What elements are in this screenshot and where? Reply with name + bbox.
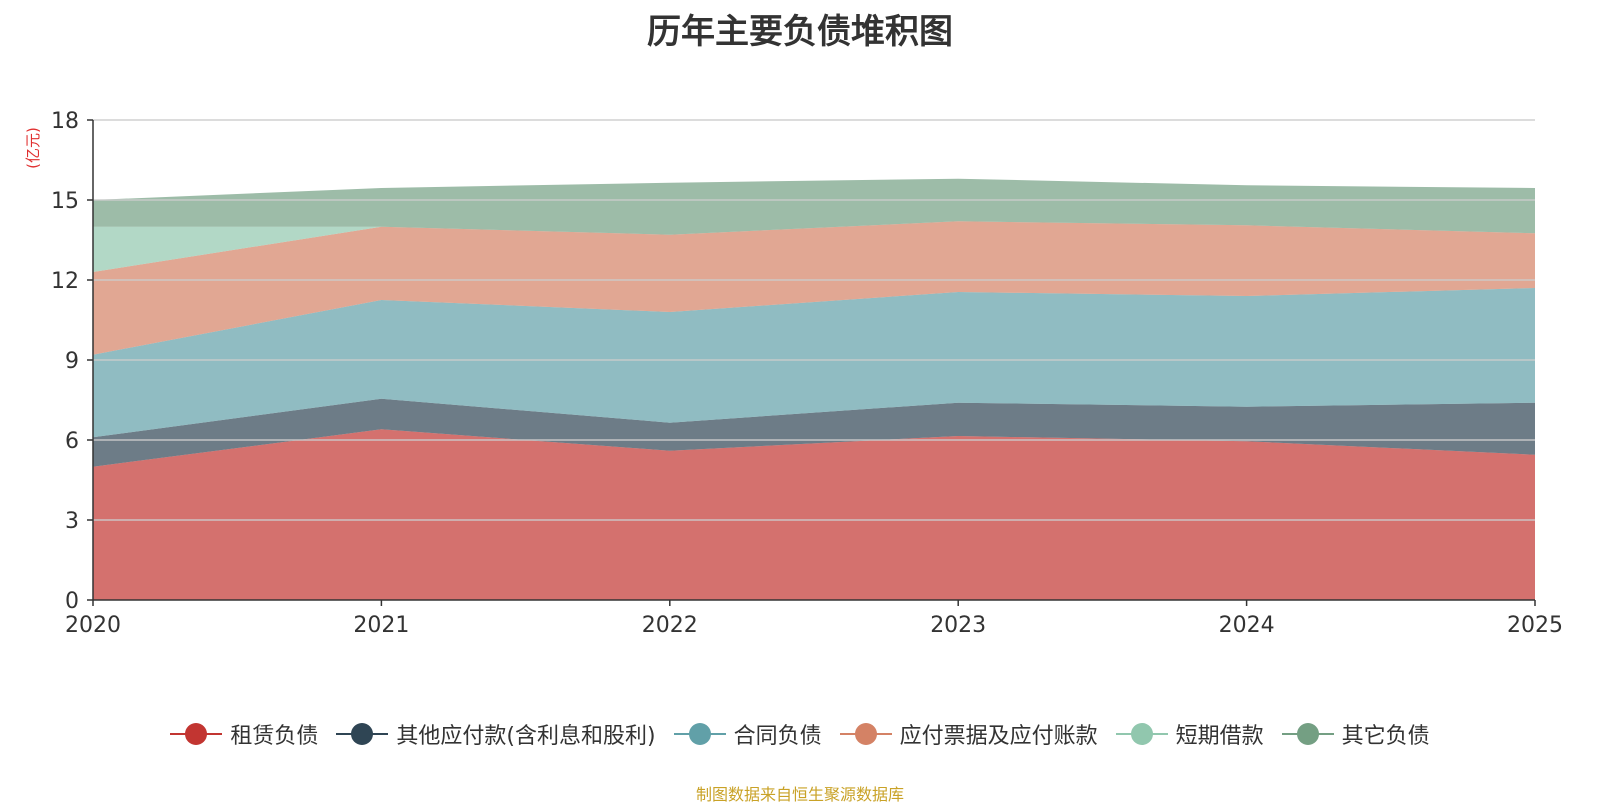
legend-marker-icon <box>839 722 892 746</box>
legend-label: 合同负债 <box>733 724 822 749</box>
y-tick-label-4: 12 <box>51 269 79 294</box>
legend-label: 其他应付款(含利息和股利) <box>396 724 656 749</box>
x-tick-label-0: 2020 <box>65 613 121 638</box>
x-tick-label-3: 2023 <box>930 613 986 638</box>
legend-label: 短期借款 <box>1175 724 1264 749</box>
legend-item-2[interactable]: 合同负债 <box>673 718 822 750</box>
y-tick-label-0: 0 <box>65 589 79 614</box>
legend-label: 应付票据及应付账款 <box>899 724 1098 749</box>
grid-layer <box>93 119 1535 521</box>
y-tick-label-5: 15 <box>51 189 79 214</box>
y-tick-label-2: 6 <box>65 429 79 454</box>
area-series-3[interactable] <box>93 221 1535 355</box>
axes-layer: 0 3 6 9 12 15 18 2020 2021 2022 2023 2024 2025 <box>51 109 1563 638</box>
legend-marker-icon <box>673 722 726 746</box>
source-note: 制图数据来自恒生聚源数据库 <box>695 785 904 804</box>
x-tick-label-2: 2022 <box>642 613 698 638</box>
legend-item-5[interactable]: 其它负债 <box>1281 718 1430 750</box>
area-series-5[interactable] <box>93 178 1535 235</box>
legend-marker-icon <box>1281 722 1334 746</box>
x-tick-label-1: 2021 <box>353 613 409 638</box>
area-series-1[interactable] <box>93 398 1535 467</box>
area-series-0[interactable] <box>93 429 1535 600</box>
legend-marker-icon <box>1115 722 1168 746</box>
x-tick-label-4: 2024 <box>1219 613 1275 638</box>
legend-item-3[interactable]: 应付票据及应付账款 <box>839 718 1098 750</box>
legend-item-0[interactable]: 租赁负债 <box>170 718 318 750</box>
legend-marker-icon <box>336 722 389 746</box>
y-tick-label-6: 18 <box>51 109 79 134</box>
legend-item-4[interactable]: 短期借款 <box>1115 718 1264 750</box>
legend-item-1[interactable]: 其他应付款(含利息和股利) <box>336 718 656 750</box>
legend-marker-icon <box>170 722 223 746</box>
legend: 租赁负债 其他应付款(含利息和股利) 合同负债 应付票据及应付账款 短期借款 其它负债 <box>0 718 1600 750</box>
x-tick-label-5: 2025 <box>1507 613 1563 638</box>
y-axis-unit: (亿元) <box>24 127 42 169</box>
legend-label: 其它负债 <box>1341 724 1430 749</box>
y-tick-label-1: 3 <box>65 509 79 534</box>
legend-label: 租赁负债 <box>230 724 319 749</box>
chart-title: 历年主要负债堆积图 <box>647 12 953 52</box>
areas-layer <box>93 178 1535 600</box>
area-series-2[interactable] <box>93 288 1535 438</box>
y-tick-label-3: 9 <box>65 349 79 374</box>
